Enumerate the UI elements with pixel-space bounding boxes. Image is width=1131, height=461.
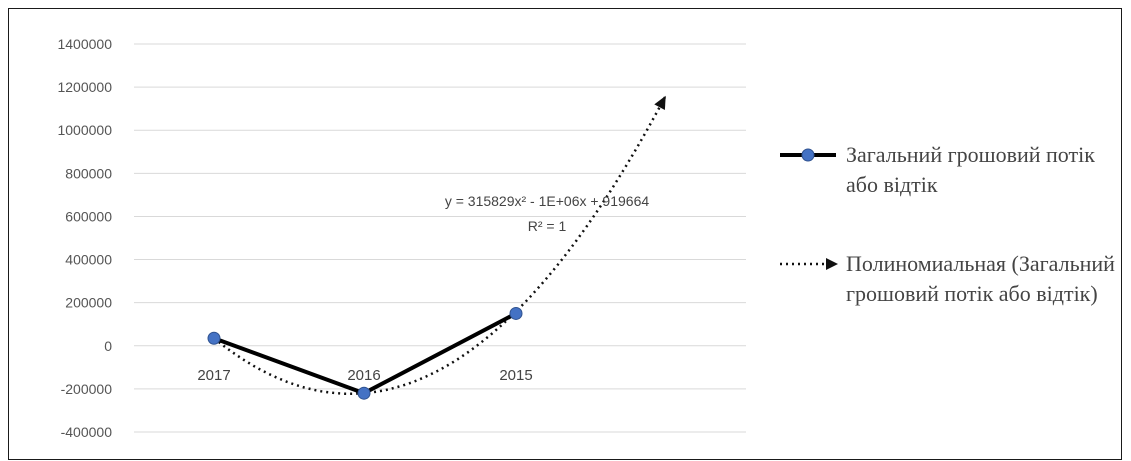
y-tick-label: 0	[104, 338, 112, 354]
chart-frame: 1400000 1200000 1000000 800000 600000 400000 2…	[8, 8, 1122, 460]
legend-series-label: Загальний грошовий потік або відтік	[846, 142, 1095, 197]
category-labels: 2017 2016 2015	[197, 367, 532, 384]
y-tick-label: 1400000	[57, 36, 112, 52]
y-tick-label: 200000	[65, 295, 112, 311]
chart-plot: 1400000 1200000 1000000 800000 600000 400000 2…	[57, 36, 746, 440]
y-tick-label: 1000000	[57, 122, 112, 138]
trendline-equation: y = 315829x² - 1E+06x + 919664	[445, 193, 650, 209]
category-label: 2015	[499, 367, 532, 384]
trendline-arrowhead	[654, 95, 666, 111]
legend-trendline-symbol	[780, 258, 838, 270]
category-label: 2017	[197, 367, 230, 384]
series-markers	[207, 306, 523, 400]
legend-series-symbol	[780, 148, 836, 162]
y-tick-label: -200000	[61, 381, 113, 397]
data-point-marker	[357, 386, 371, 400]
y-tick-label: 800000	[65, 165, 112, 181]
gridlines	[134, 43, 746, 433]
legend-trendline-label: Полиномиальная (Загальний грошовий потік…	[846, 251, 1115, 306]
y-tick-label: 600000	[65, 208, 112, 224]
y-tick-label: -400000	[61, 424, 113, 440]
y-tick-labels: 1400000 1200000 1000000 800000 600000 400000 2…	[57, 36, 112, 440]
y-tick-label: 1200000	[57, 79, 112, 95]
category-label: 2016	[347, 367, 380, 384]
polynomial-trendline	[213, 95, 667, 396]
y-tick-label: 400000	[65, 252, 112, 268]
data-point-marker	[509, 306, 523, 320]
data-point-marker	[207, 331, 221, 345]
trendline-r2: R² = 1	[528, 218, 567, 234]
